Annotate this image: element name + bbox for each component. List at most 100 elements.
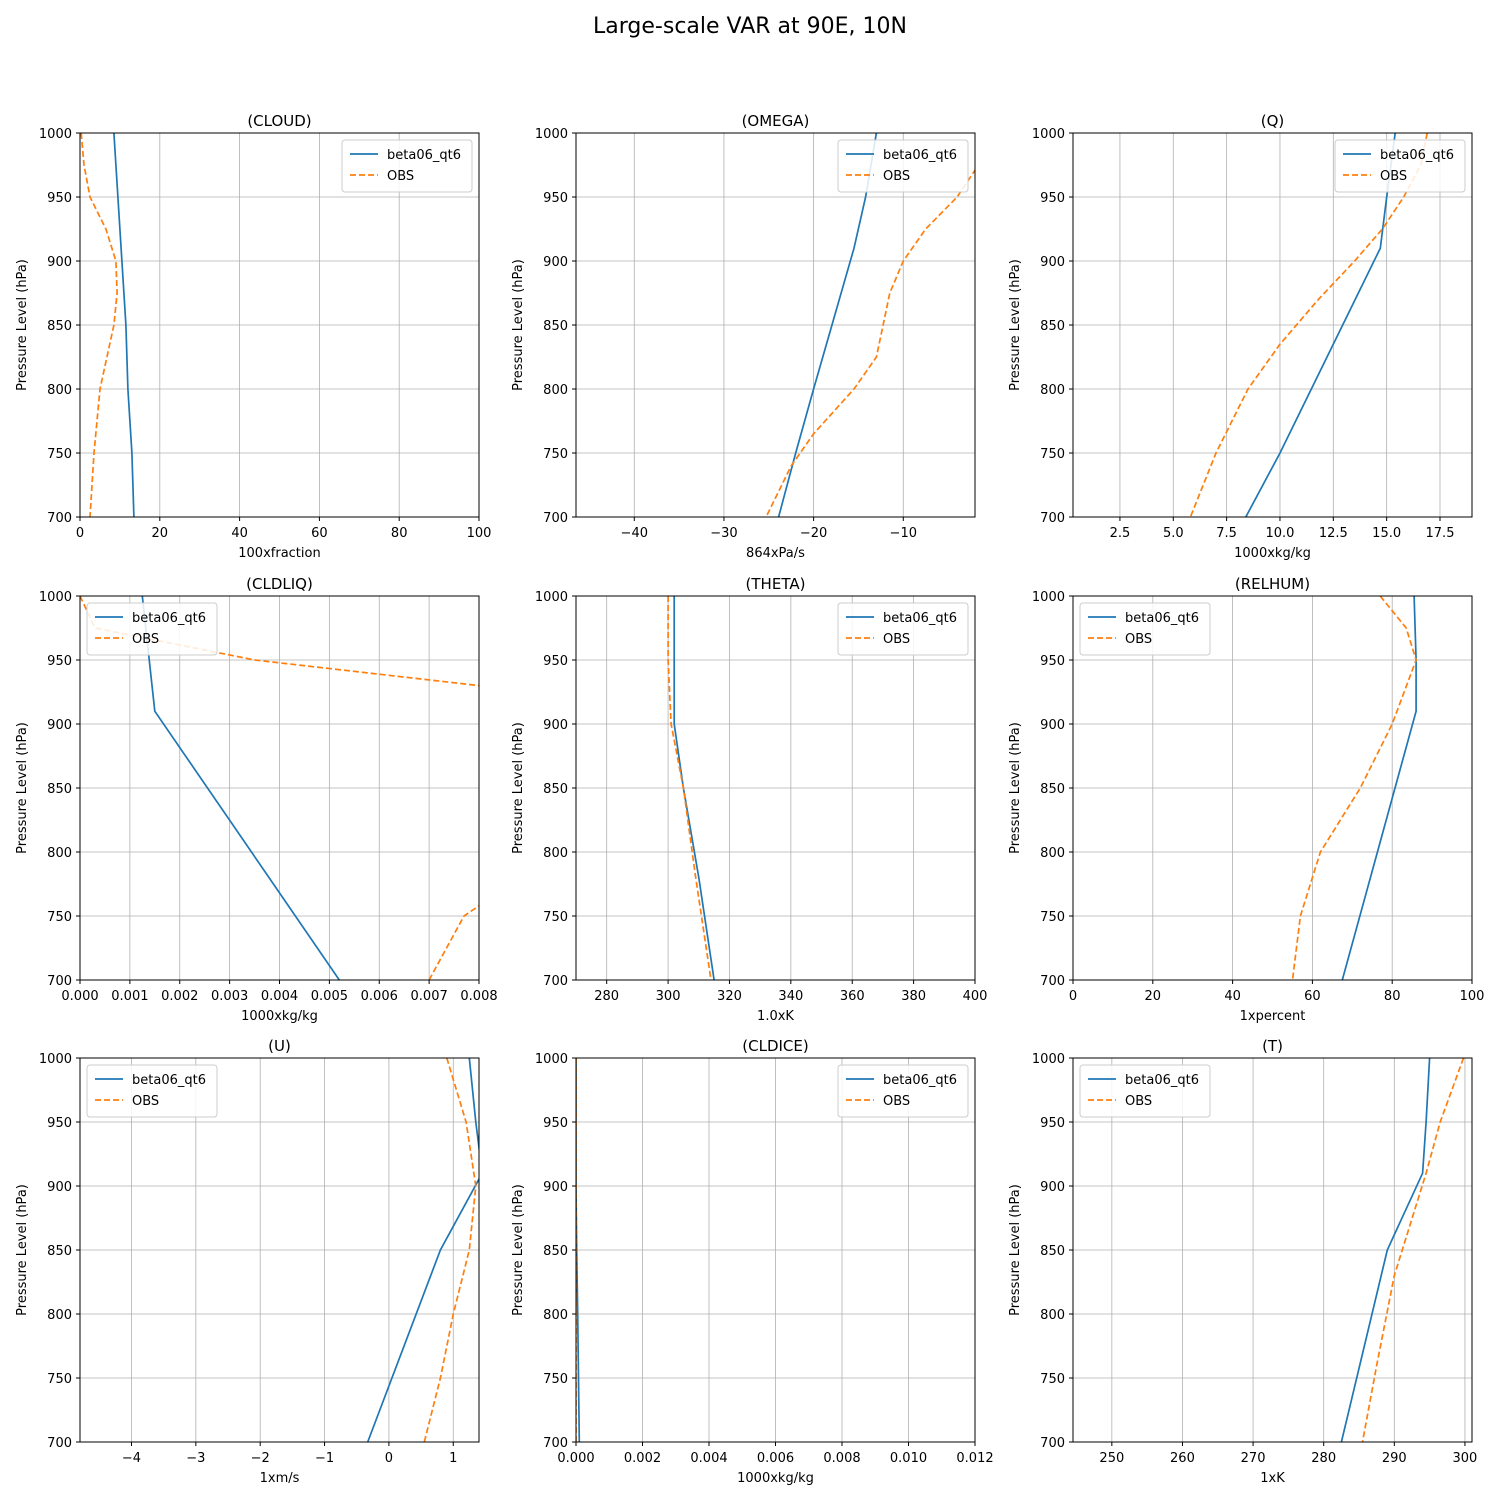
y-tick-label: 750 bbox=[1040, 910, 1065, 925]
x-tick-label: 0.003 bbox=[211, 989, 248, 1004]
x-tick-label: 250 bbox=[1099, 1451, 1124, 1466]
x-tick-label: 270 bbox=[1241, 1451, 1266, 1466]
subplot-title: (T) bbox=[1262, 1037, 1283, 1055]
x-tick-label: −20 bbox=[800, 526, 827, 541]
legend: beta06_qt6 OBS bbox=[1079, 1064, 1211, 1118]
subplot-title: (CLDICE) bbox=[742, 1037, 808, 1055]
legend-label: OBS bbox=[132, 1094, 159, 1109]
y-tick-label: 900 bbox=[543, 255, 568, 270]
x-tick-label: 0.000 bbox=[557, 1451, 594, 1466]
x-tick-label: 0.004 bbox=[690, 1451, 727, 1466]
x-tick-label: 100 bbox=[1460, 989, 1485, 1004]
y-tick-label: 900 bbox=[1040, 1180, 1065, 1195]
x-tick-label: 0.007 bbox=[411, 989, 448, 1004]
legend-box bbox=[837, 139, 969, 193]
x-tick-label: −40 bbox=[621, 526, 648, 541]
x-tick-label: 280 bbox=[1311, 1451, 1336, 1466]
y-tick-label: 950 bbox=[1040, 654, 1065, 669]
x-tick-label: 5.0 bbox=[1163, 526, 1184, 541]
y-tick-label: 750 bbox=[1040, 447, 1065, 462]
subplot-3: 0.000 0.001 0.002 0.003 0.004 0.005 0.006 0.007… bbox=[15, 575, 498, 1024]
x-tick-label: 0 bbox=[1069, 989, 1077, 1004]
x-tick-label: 20 bbox=[1145, 989, 1162, 1004]
x-tick-label: 15.0 bbox=[1372, 526, 1401, 541]
y-tick-label: 800 bbox=[1040, 1308, 1065, 1323]
y-tick-label: 950 bbox=[1040, 1116, 1065, 1131]
y-tick-label: 850 bbox=[1040, 319, 1065, 334]
series-line-obs bbox=[1291, 596, 1417, 980]
y-tick-label: 900 bbox=[543, 718, 568, 733]
y-tick-label: 950 bbox=[543, 191, 568, 206]
y-tick-label: 950 bbox=[1040, 191, 1065, 206]
x-tick-label: −1 bbox=[315, 1451, 334, 1466]
x-tick-label: 7.5 bbox=[1216, 526, 1237, 541]
y-tick-label: 700 bbox=[543, 511, 568, 526]
legend-box bbox=[1079, 1064, 1211, 1118]
y-axis-label: Pressure Level (hPa) bbox=[511, 722, 526, 854]
legend-box bbox=[341, 139, 473, 193]
legend-label: beta06_qt6 bbox=[132, 611, 206, 626]
y-tick-label: 1000 bbox=[39, 127, 72, 142]
x-tick-label: 0 bbox=[385, 1451, 393, 1466]
x-tick-label: −2 bbox=[251, 1451, 270, 1466]
y-tick-label: 800 bbox=[1040, 383, 1065, 398]
x-tick-label: 400 bbox=[963, 989, 988, 1004]
legend-box bbox=[1334, 139, 1466, 193]
y-tick-label: 700 bbox=[47, 974, 72, 989]
legend: beta06_qt6 OBS bbox=[837, 139, 969, 193]
x-tick-label: −10 bbox=[890, 526, 917, 541]
y-tick-label: 1000 bbox=[535, 1052, 568, 1067]
x-tick-label: 0.008 bbox=[823, 1451, 860, 1466]
x-tick-label: 300 bbox=[656, 989, 681, 1004]
subplot-8: 250 260 270 280 290 300 700 750 800 850 900 950 1000… bbox=[1008, 1037, 1477, 1486]
legend-label: beta06_qt6 bbox=[387, 148, 461, 163]
y-tick-label: 750 bbox=[543, 447, 568, 462]
x-axis-label: 1000xkg/kg bbox=[241, 1009, 318, 1024]
y-tick-label: 950 bbox=[543, 1116, 568, 1131]
subplot-title: (THETA) bbox=[746, 575, 806, 593]
x-tick-label: 340 bbox=[778, 989, 803, 1004]
y-tick-label: 700 bbox=[543, 1436, 568, 1451]
x-axis-label: 100xfraction bbox=[238, 546, 320, 561]
y-tick-label: 850 bbox=[47, 782, 72, 797]
y-tick-label: 750 bbox=[47, 447, 72, 462]
series-line-beta06-qt6 bbox=[366, 1058, 479, 1442]
x-tick-label: 0.002 bbox=[624, 1451, 661, 1466]
series-line-obs bbox=[765, 168, 975, 517]
x-axis-label: 1xK bbox=[1260, 1471, 1285, 1486]
legend: beta06_qt6 OBS bbox=[86, 1064, 218, 1118]
series-line-beta06-qt6 bbox=[1341, 596, 1417, 980]
y-tick-label: 850 bbox=[47, 1244, 72, 1259]
x-tick-label: 80 bbox=[391, 526, 408, 541]
y-tick-label: 700 bbox=[1040, 974, 1065, 989]
y-tick-label: 900 bbox=[47, 718, 72, 733]
subplot-title: (CLDLIQ) bbox=[246, 575, 313, 593]
legend: beta06_qt6 OBS bbox=[837, 1064, 969, 1118]
legend: beta06_qt6 OBS bbox=[1079, 602, 1211, 656]
legend-box bbox=[837, 1064, 969, 1118]
series-line-beta06-qt6 bbox=[113, 133, 135, 517]
series-line-obs bbox=[667, 596, 712, 980]
x-tick-label: 0.000 bbox=[61, 989, 98, 1004]
x-tick-label: 0.012 bbox=[956, 1451, 993, 1466]
x-tick-label: 10.0 bbox=[1265, 526, 1294, 541]
x-axis-label: 1000xkg/kg bbox=[1234, 546, 1311, 561]
y-tick-label: 700 bbox=[1040, 511, 1065, 526]
legend-box bbox=[1079, 602, 1211, 656]
y-tick-label: 1000 bbox=[39, 590, 72, 605]
y-tick-label: 750 bbox=[47, 910, 72, 925]
legend-box bbox=[86, 1064, 218, 1118]
y-axis-label: Pressure Level (hPa) bbox=[1008, 259, 1023, 391]
x-tick-label: 40 bbox=[231, 526, 248, 541]
series-line-obs bbox=[80, 596, 479, 687]
series-line-obs bbox=[428, 905, 479, 980]
legend-label: beta06_qt6 bbox=[1380, 148, 1454, 163]
x-tick-label: −30 bbox=[710, 526, 737, 541]
y-tick-label: 900 bbox=[47, 255, 72, 270]
y-axis-label: Pressure Level (hPa) bbox=[15, 259, 30, 391]
y-axis-label: Pressure Level (hPa) bbox=[1008, 1184, 1023, 1316]
y-tick-label: 800 bbox=[543, 383, 568, 398]
series-line-beta06-qt6 bbox=[673, 596, 715, 980]
x-axis-label: 864xPa/s bbox=[746, 546, 805, 561]
